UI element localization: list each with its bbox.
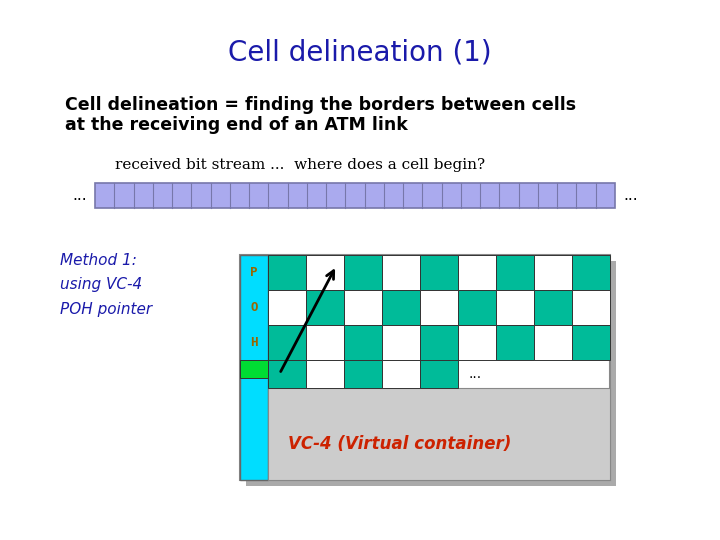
Bar	[246, 261, 616, 486]
Bar	[240, 360, 268, 378]
Bar	[496, 255, 534, 290]
Bar	[572, 255, 610, 290]
Bar	[240, 255, 610, 480]
Bar	[306, 255, 344, 290]
Bar	[268, 360, 306, 388]
Bar	[344, 325, 382, 360]
Bar	[420, 290, 458, 325]
Text: received bit stream ...  where does a cell begin?: received bit stream ... where does a cel…	[115, 158, 485, 172]
Text: ...: ...	[623, 188, 638, 203]
Bar	[534, 255, 572, 290]
Bar	[268, 325, 306, 360]
Bar	[268, 290, 306, 325]
Bar	[458, 290, 496, 325]
Bar	[306, 290, 344, 325]
Bar	[95, 183, 615, 208]
Text: Cell delineation (1): Cell delineation (1)	[228, 38, 492, 66]
Text: Method 1:
using VC-4
POH pointer: Method 1: using VC-4 POH pointer	[60, 253, 152, 317]
Bar	[240, 255, 268, 480]
Bar	[268, 388, 610, 480]
Text: H: H	[251, 336, 258, 349]
Bar	[306, 360, 344, 388]
Bar	[458, 325, 496, 360]
Bar	[268, 255, 306, 290]
Bar	[382, 325, 420, 360]
Text: at the receiving end of an ATM link: at the receiving end of an ATM link	[65, 116, 408, 134]
Bar	[534, 290, 572, 325]
Bar	[496, 325, 534, 360]
Bar	[382, 255, 420, 290]
Text: Cell delineation = finding the borders between cells: Cell delineation = finding the borders b…	[65, 96, 576, 114]
Bar	[420, 325, 458, 360]
Bar	[572, 325, 610, 360]
Text: ...: ...	[468, 367, 481, 381]
Bar	[572, 290, 610, 325]
Bar	[534, 325, 572, 360]
Bar	[344, 255, 382, 290]
Text: ...: ...	[73, 188, 87, 203]
Bar	[382, 290, 420, 325]
Text: P: P	[251, 266, 258, 279]
Bar	[420, 255, 458, 290]
Text: VC-4 (Virtual container): VC-4 (Virtual container)	[288, 435, 511, 453]
Bar	[344, 360, 382, 388]
Bar	[344, 290, 382, 325]
Bar	[420, 360, 458, 388]
Bar	[496, 290, 534, 325]
Bar	[458, 255, 496, 290]
Bar	[382, 360, 420, 388]
Text: O: O	[251, 301, 258, 314]
Bar	[306, 325, 344, 360]
